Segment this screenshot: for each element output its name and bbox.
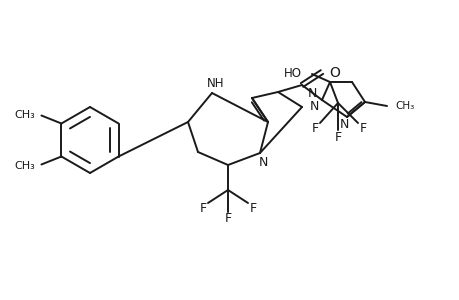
Text: CH₃: CH₃: [394, 101, 414, 111]
Text: HO: HO: [283, 67, 302, 80]
Text: F: F: [199, 202, 206, 214]
Text: F: F: [249, 202, 256, 214]
Text: F: F: [311, 122, 318, 134]
Text: CH₃: CH₃: [15, 160, 35, 170]
Text: F: F: [334, 130, 341, 143]
Text: N: N: [307, 86, 316, 100]
Text: N: N: [309, 100, 319, 112]
Text: F: F: [224, 212, 231, 226]
Text: N: N: [339, 118, 348, 130]
Text: CH₃: CH₃: [15, 110, 35, 119]
Text: F: F: [358, 122, 366, 134]
Text: NH: NH: [207, 76, 224, 89]
Text: N: N: [258, 155, 267, 169]
Text: O: O: [328, 66, 339, 80]
